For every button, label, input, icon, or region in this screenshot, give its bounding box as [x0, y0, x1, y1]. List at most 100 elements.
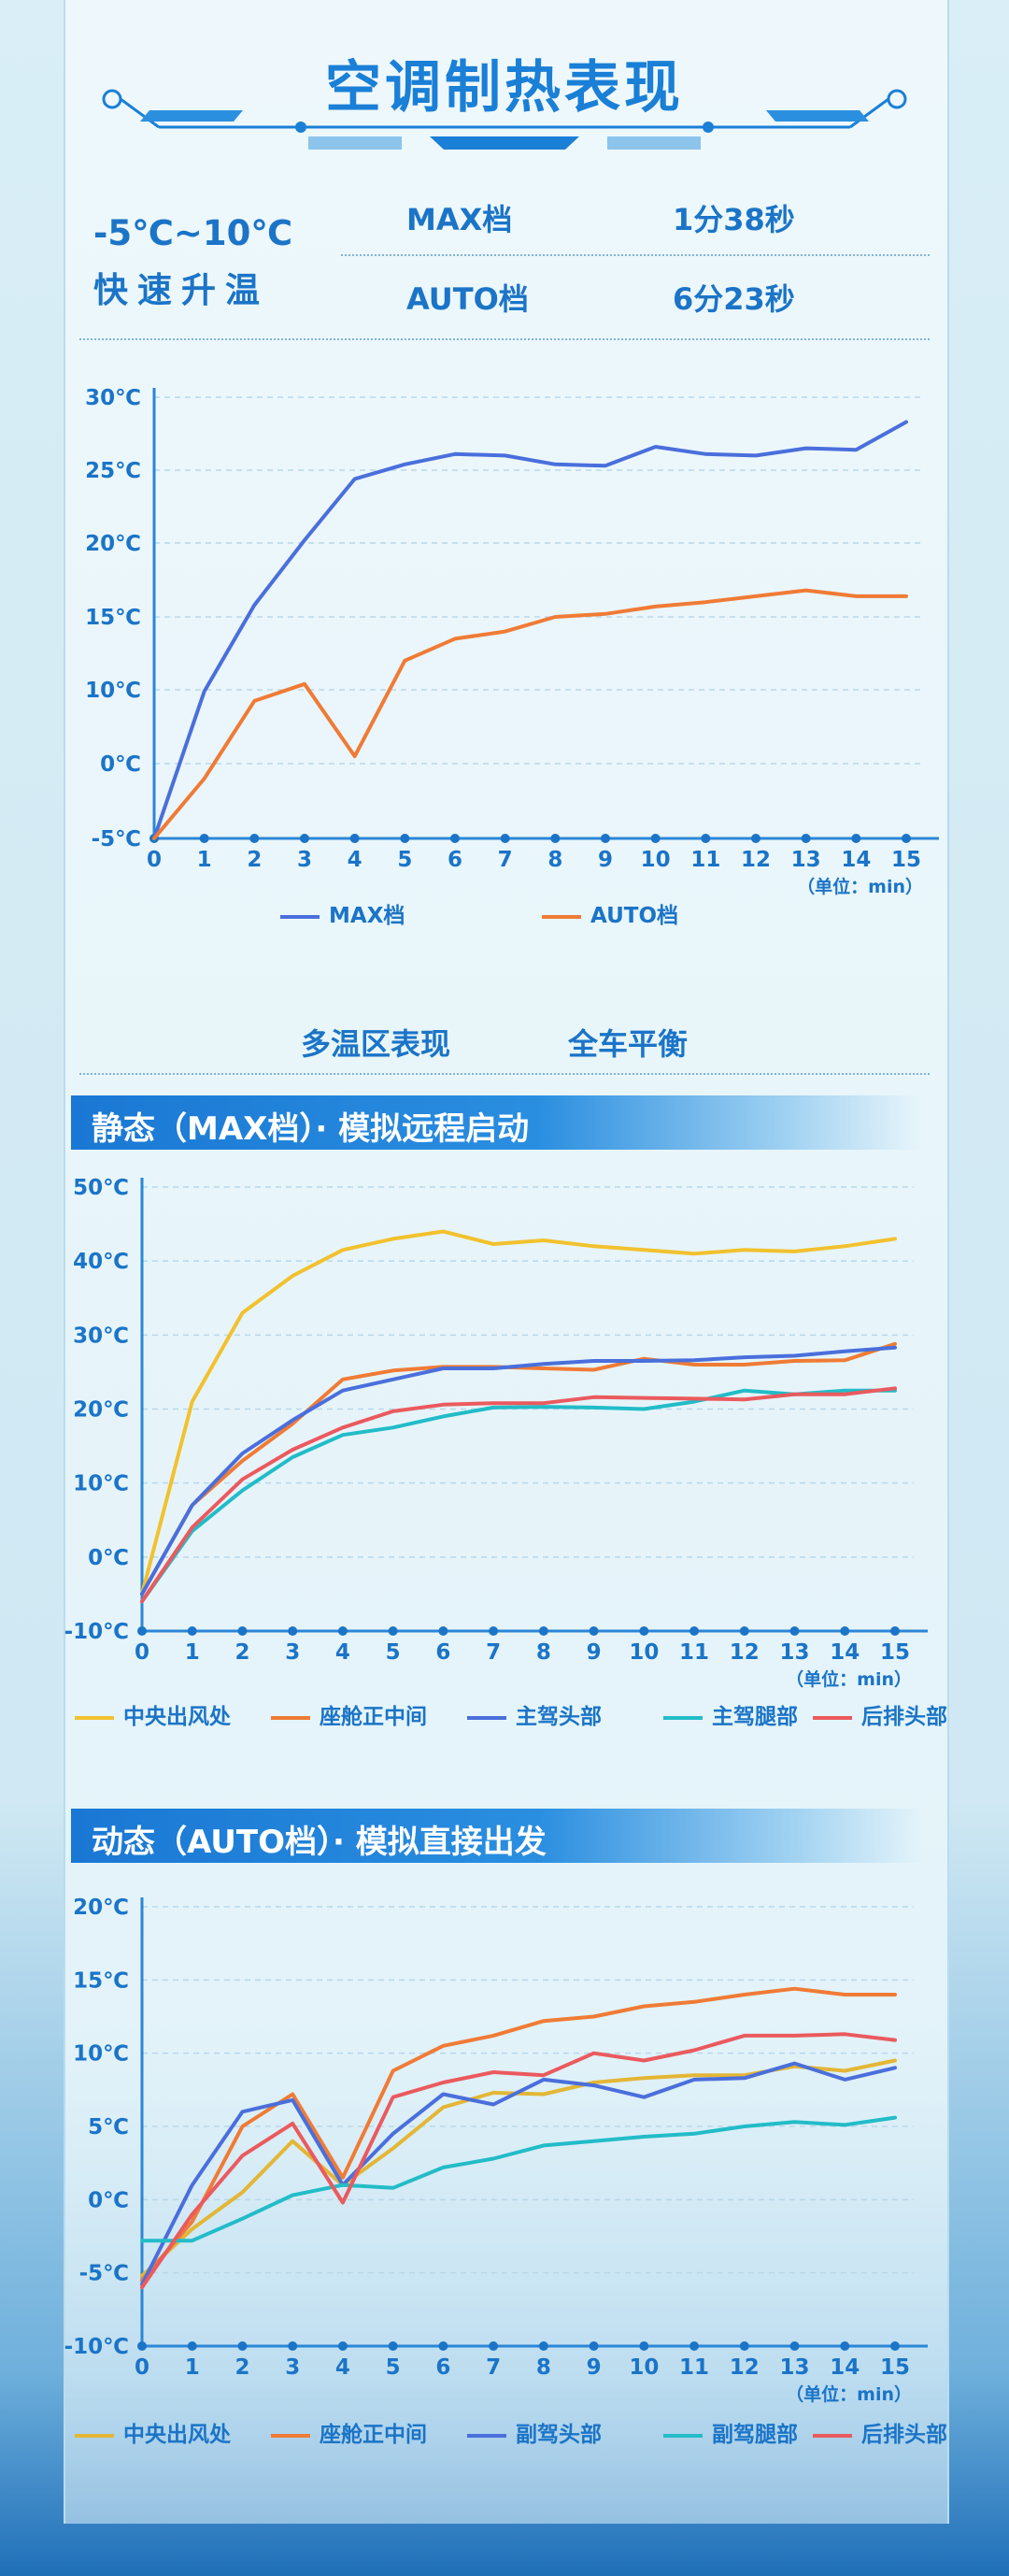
x-tick-label: 7 [486, 2355, 501, 2380]
title-decoration [102, 89, 907, 150]
x-tick-dot [650, 834, 661, 843]
divider [79, 338, 930, 340]
y-tick-label: 15℃ [85, 606, 141, 630]
section-subtitle: 全车平衡 [568, 1026, 689, 1062]
legend-item: 副驾腿部 [663, 2416, 798, 2448]
auto-mode-label: AUTO档 [406, 281, 529, 317]
x-tick-dot [689, 1626, 700, 1636]
legend-label: 座舱正中间 [320, 1705, 427, 1729]
x-tick-dot [902, 834, 911, 843]
x-tick-label: 7 [486, 1640, 501, 1665]
x-tick-dot [137, 2341, 147, 2351]
legend-label: 后排头部 [861, 1705, 947, 1729]
legend-label: 副驾腿部 [712, 2423, 798, 2447]
x-tick-label: 12 [730, 2355, 760, 2380]
section-title: 多温区表现 [301, 1026, 451, 1062]
legend-swatch [813, 2433, 852, 2438]
x-tick-label: 3 [285, 1640, 300, 1665]
y-tick-label: 30℃ [73, 1324, 129, 1348]
x-tick-label: 3 [285, 2355, 300, 2380]
x-tick-dot [438, 1626, 448, 1636]
legend-label: 后排头部 [861, 2423, 947, 2447]
static-chart-legend: 中央出风处 座舱正中间 主驾头部 主驾腿部 后排头部 [0, 1698, 1009, 1736]
legend-label: 中央出风处 [123, 2423, 231, 2447]
x-tick-dot [739, 2341, 749, 2351]
legend-label: 主驾头部 [516, 1705, 602, 1729]
x-tick-label: 6 [435, 1640, 450, 1665]
x-tick-dot [187, 1626, 197, 1636]
content-frame [64, 0, 949, 2524]
x-tick-dot [851, 834, 861, 843]
x-tick-label: 13 [780, 1640, 810, 1665]
series-line [152, 420, 908, 840]
x-tick-dot [589, 1626, 599, 1636]
x-tick-dot [890, 1626, 900, 1636]
x-tick-dot [550, 834, 561, 843]
x-tick-dot [751, 834, 760, 843]
x-tick-label: 12 [741, 848, 771, 872]
y-tick-label: 40℃ [73, 1250, 129, 1274]
legend-label: 副驾头部 [516, 2423, 602, 2447]
x-tick-label: 11 [690, 848, 720, 872]
x-tick-dot [388, 1626, 398, 1636]
series-line [140, 1345, 897, 1596]
x-tick-label: 14 [830, 1640, 860, 1665]
x-tick-dot [489, 1626, 499, 1636]
x-tick-label: 2 [234, 1640, 249, 1665]
x-tick-label: 6 [435, 2355, 450, 2380]
series-line [140, 2115, 897, 2243]
legend-item: AUTO档 [542, 897, 678, 929]
series-line [140, 1229, 897, 1596]
heating-chart: 30℃25℃20℃15℃10℃0℃-5℃0 1 2 3 4 5 6 7 8 9 10 11 12 13 14… [85, 386, 939, 897]
x-tick-label: 10 [629, 1640, 659, 1665]
x-tick-label: 14 [830, 2355, 860, 2380]
legend-swatch [75, 1715, 114, 1720]
series-line [140, 1388, 897, 1604]
x-tick-label: 10 [641, 848, 671, 872]
y-tick-label: 10℃ [73, 1472, 129, 1496]
y-tick-label: 10℃ [73, 2042, 129, 2067]
legend-item: 后排头部 [813, 2416, 947, 2448]
legend-label: MAX档 [329, 904, 405, 928]
x-tick-label: 5 [386, 2355, 401, 2380]
legend-item: 座舱正中间 [271, 1698, 427, 1730]
x-tick-label: 2 [234, 2355, 249, 2380]
y-tick-label: 20℃ [85, 532, 141, 556]
x-tick-dot [288, 2341, 298, 2351]
x-tick-label: 0 [147, 848, 162, 872]
x-tick-label: 5 [386, 1640, 401, 1665]
legend-swatch [75, 2433, 114, 2438]
y-tick-label: 20℃ [73, 1398, 129, 1423]
x-tick-dot [237, 1626, 248, 1636]
series-line [140, 2032, 897, 2290]
max-mode-label: MAX档 [406, 202, 513, 237]
page-title: 空调制热表现 [325, 55, 684, 121]
x-tick-label: 1 [185, 2355, 200, 2380]
series-line [152, 588, 908, 840]
x-tick-dot [400, 834, 410, 843]
legend-swatch [280, 914, 320, 919]
x-tick-dot [701, 834, 711, 843]
x-tick-dot [538, 1626, 548, 1636]
legend-swatch [663, 1715, 703, 1720]
x-tick-label: 8 [547, 848, 562, 872]
y-tick-label: 10℃ [85, 679, 141, 703]
legend-item: 中央出风处 [75, 1698, 231, 1730]
y-tick-label: -5℃ [92, 827, 141, 852]
x-tick-label: 14 [841, 848, 871, 872]
x-tick-dot [438, 2341, 448, 2351]
legend-label: 座舱正中间 [320, 2423, 427, 2447]
static-banner-text: 静态（MAX档）· 模拟远程启动 [92, 1110, 530, 1148]
x-tick-dot [249, 834, 260, 843]
x-tick-label: 9 [587, 1640, 602, 1665]
legend-item: 副驾头部 [467, 2416, 602, 2448]
static-banner: 静态（MAX档）· 模拟远程启动 [71, 1095, 921, 1150]
y-tick-label: 0℃ [100, 752, 141, 777]
x-tick-dot [801, 834, 811, 843]
legend-swatch [467, 2433, 506, 2438]
x-tick-dot [199, 834, 209, 843]
x-tick-dot [237, 2341, 248, 2351]
x-tick-dot [538, 2341, 548, 2351]
heating-chart-legend: MAX档 AUTO档 [0, 897, 1009, 935]
series-line [140, 2061, 897, 2287]
